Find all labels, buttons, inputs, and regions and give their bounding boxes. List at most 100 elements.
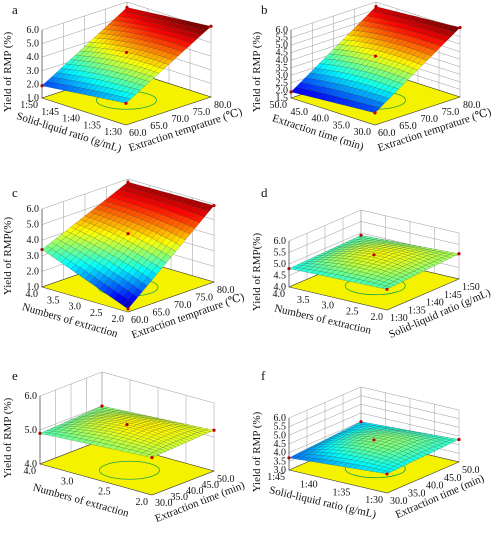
z-tick-label: 5.0 [276, 40, 289, 51]
z-tick-label: 4.5 [274, 439, 287, 450]
design-point [100, 404, 104, 408]
z-tick-label: 3.0 [274, 465, 287, 476]
z-axis-title: Yield of RMP (%) [2, 397, 14, 478]
x-tick-label: 2.5 [346, 306, 359, 317]
x-tick-label: 40.0 [312, 114, 330, 125]
z-tick-label: 5.0 [274, 259, 287, 270]
design-point [457, 437, 461, 442]
surface-panel-b: 1.52.02.53.03.54.04.55.05.56.0 50.045.040… [251, 1, 493, 154]
design-point [124, 101, 128, 105]
x-tick-label: 1:35 [333, 487, 351, 498]
x-tick-label: 1:30 [104, 127, 122, 138]
z-tick-label: 5.0 [25, 425, 38, 436]
y-tick-label: 40.0 [186, 486, 204, 497]
design-point [125, 423, 129, 427]
y-tick-label: 60.0 [129, 128, 147, 139]
design-point [124, 50, 129, 55]
y-tick-label: 75.0 [193, 107, 211, 118]
z-tick-label: 5.0 [27, 39, 40, 50]
z-tick-label: 3.5 [276, 63, 289, 74]
surface-panel-c: 1.0 2.0 3.0 4.0 5.0 6.0 4.0 3.5 3.0 2.5 2.0 60.0 65.… [2, 178, 246, 341]
design-point [359, 420, 363, 424]
x-tick-label: 2.0 [112, 314, 125, 325]
y-tick-label: 80.0 [214, 100, 232, 111]
z-axis-title: Yield of RMP (%) [2, 31, 14, 112]
z-axis-title: Yield of RMP (%) [251, 31, 263, 112]
x-tick-label: 2.5 [90, 308, 103, 319]
design-point [150, 456, 154, 460]
z-tick-label: 1.0 [27, 93, 40, 104]
panel-label: e [12, 368, 18, 383]
z-tick-label: 5.0 [274, 430, 287, 441]
design-point [372, 438, 376, 442]
design-point [212, 428, 216, 432]
y-tick-label: 30.0 [155, 498, 173, 509]
z-tick-label: 1.5 [276, 93, 289, 104]
y-tick-label: 75.0 [442, 107, 460, 118]
x-tick-label: 4.0 [24, 466, 37, 477]
x-tick-label: 1:35 [83, 120, 101, 131]
y-tick-label: 35.0 [408, 488, 426, 499]
z-tick-label: 4.5 [276, 48, 289, 59]
y-tick-label: 1:50 [462, 282, 480, 293]
y-tick-label: 30.0 [390, 496, 408, 507]
response-surface [39, 405, 215, 458]
contour-floor [39, 439, 215, 496]
x-tick-label: 3.0 [322, 301, 335, 312]
y-tick-label: 40.0 [426, 481, 444, 492]
y-tick-label: 80.0 [463, 100, 481, 111]
response-surface [41, 181, 215, 310]
z-tick-label: 4.0 [25, 459, 38, 470]
y-tick-label: 50.0 [462, 465, 480, 476]
panel-label: f [261, 368, 266, 383]
z-tick-label: 2.0 [27, 266, 40, 277]
y-tick-label: 70.0 [421, 114, 439, 125]
z-axis-title: Yield of RMP (%) [251, 411, 263, 492]
y-tick-label: 35.0 [171, 492, 189, 503]
response-surface [290, 6, 461, 114]
z-tick-label: 5.5 [276, 33, 289, 44]
x-tick-label: 50.0 [270, 100, 288, 111]
y-tick-label: 65.0 [153, 308, 171, 319]
y-tick-label: 1:35 [408, 305, 426, 316]
design-point [359, 233, 363, 237]
design-point [126, 307, 130, 311]
z-tick-label: 3.0 [27, 251, 40, 262]
x-tick-label: 45.0 [291, 107, 309, 118]
y-tick-label: 50.0 [217, 474, 235, 485]
x-tick-label: 2.0 [136, 497, 149, 508]
surface-panel-f: 3.03.54.04.55.05.56.0 1:45 1:40 1:35 1:30 30.… [251, 368, 486, 521]
x-tick-label: 2.5 [98, 487, 111, 498]
x-tick-label: 3.5 [297, 295, 310, 306]
z-tick-label: 6.0 [25, 391, 38, 402]
design-point [385, 287, 389, 291]
y-tick-label: 65.0 [150, 121, 168, 132]
x-axis-title: Solid-liquid ratio (g/mL) [268, 484, 378, 521]
y-tick-label: 70.0 [172, 114, 190, 125]
x-tick-label: 1:45 [41, 107, 59, 118]
x-tick-label: 4.0 [273, 289, 286, 300]
panel-label: c [12, 185, 18, 200]
x-tick-label: 3.0 [61, 476, 74, 487]
z-tick-label: 5.0 [27, 220, 40, 231]
panel-label: d [261, 185, 268, 200]
z-tick-label: 5.5 [274, 248, 287, 259]
y-tick-label: 75.0 [196, 293, 214, 304]
response-surface [41, 7, 212, 104]
response-surface [288, 421, 460, 475]
surface-panel-e: 4.0 5.0 6.0 4.0 3.0 2.5 2.0 30.035.040.045.050.… [2, 368, 247, 525]
x-tick-label: 1:30 [365, 495, 383, 506]
z-tick-label: 4.0 [276, 55, 289, 66]
z-tick-label: 2.0 [27, 79, 40, 90]
z-tick-label: 4.0 [274, 282, 287, 293]
z-tick-label: 5.5 [274, 422, 287, 433]
x-tick-label: 1:50 [20, 100, 38, 111]
z-axis-title: Yield of RMP(%) [2, 217, 14, 296]
x-tick-label: 3.0 [69, 302, 82, 313]
z-tick-label: 2.5 [276, 78, 289, 89]
z-tick-label: 6.0 [274, 413, 287, 424]
design-point [385, 472, 389, 476]
surface-panel-a: 1.0 2.0 3.0 4.0 5.0 6.0 1:501:451:401:351:30 60… [2, 1, 244, 155]
response-surface [288, 235, 460, 290]
